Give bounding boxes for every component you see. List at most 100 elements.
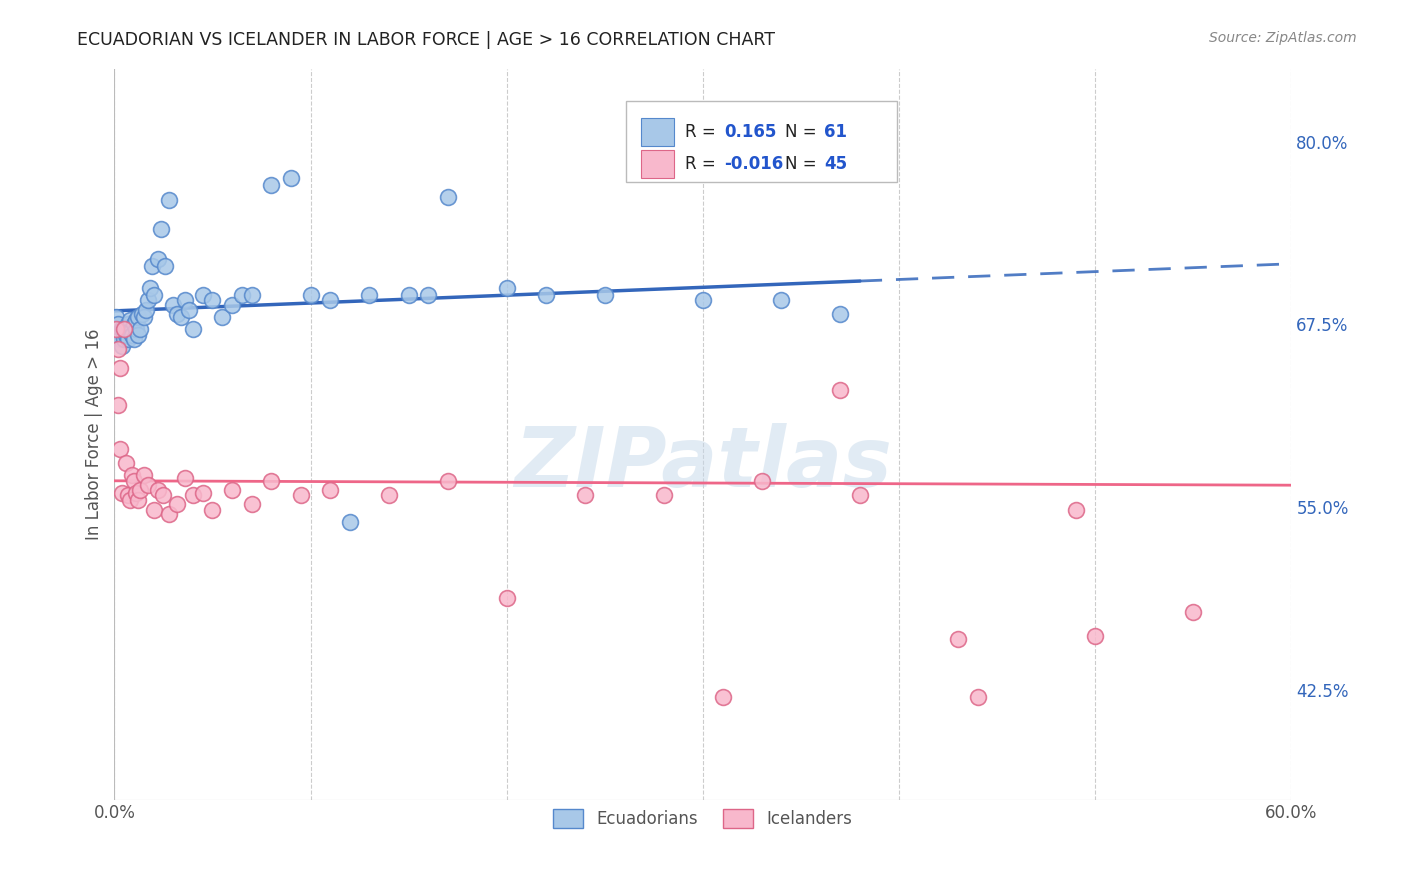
Point	[120, 313, 142, 327]
Point	[359, 288, 381, 302]
Point	[110, 442, 132, 456]
Point	[652, 488, 675, 502]
Point	[125, 322, 148, 336]
Point	[112, 322, 135, 336]
Point	[120, 492, 142, 507]
Point	[240, 288, 263, 302]
Point	[240, 497, 263, 511]
Point	[966, 690, 988, 705]
Y-axis label: In Labor Force | Age > 16: In Labor Force | Age > 16	[86, 328, 103, 540]
Point	[437, 190, 460, 204]
Point	[111, 322, 134, 336]
Point	[211, 310, 233, 324]
Point	[117, 332, 139, 346]
Point	[125, 485, 148, 500]
Point	[111, 485, 134, 500]
Point	[157, 193, 180, 207]
Point	[129, 322, 152, 336]
Point	[125, 313, 148, 327]
Point	[1064, 503, 1087, 517]
Point	[170, 310, 193, 324]
Point	[166, 307, 188, 321]
Point	[830, 307, 852, 321]
Point	[107, 343, 129, 357]
Point	[830, 383, 852, 397]
Point	[155, 259, 177, 273]
Point	[849, 488, 872, 502]
Bar	[641, 151, 673, 178]
Point	[105, 310, 128, 324]
Point	[191, 485, 214, 500]
Point	[751, 474, 773, 488]
Point	[121, 327, 143, 342]
Point	[132, 467, 155, 482]
Point	[534, 288, 557, 302]
Text: R =: R =	[685, 155, 721, 173]
Point	[221, 298, 243, 312]
Point	[122, 474, 145, 488]
Point	[107, 398, 129, 412]
Point	[398, 288, 420, 302]
Point	[110, 325, 132, 339]
Point	[174, 293, 197, 307]
Point	[1084, 629, 1107, 643]
Text: Source: ZipAtlas.com: Source: ZipAtlas.com	[1209, 31, 1357, 45]
Point	[120, 325, 142, 339]
Point	[142, 503, 165, 517]
Point	[946, 632, 969, 646]
Point	[129, 483, 152, 497]
Legend: Ecuadorians, Icelanders: Ecuadorians, Icelanders	[547, 803, 859, 835]
Point	[127, 310, 149, 324]
Point	[280, 171, 302, 186]
Point	[1182, 606, 1205, 620]
Point	[131, 307, 153, 321]
Point	[112, 325, 135, 339]
Point	[122, 332, 145, 346]
Point	[201, 293, 224, 307]
Point	[117, 318, 139, 332]
Point	[770, 293, 793, 307]
Point	[150, 222, 173, 236]
Text: R =: R =	[685, 123, 721, 141]
Point	[121, 322, 143, 336]
Point	[181, 488, 204, 502]
Text: N =: N =	[786, 123, 823, 141]
Point	[136, 293, 159, 307]
FancyBboxPatch shape	[627, 102, 897, 182]
Text: N =: N =	[786, 155, 823, 173]
Point	[127, 492, 149, 507]
Point	[319, 293, 342, 307]
Text: 0.165: 0.165	[724, 123, 776, 141]
Point	[290, 488, 312, 502]
Point	[111, 339, 134, 353]
Point	[107, 318, 129, 332]
Point	[112, 332, 135, 346]
Point	[378, 488, 401, 502]
Point	[122, 318, 145, 332]
Point	[152, 488, 174, 502]
Point	[711, 690, 734, 705]
Text: ZIPatlas: ZIPatlas	[515, 423, 891, 504]
Point	[135, 302, 157, 317]
Point	[181, 322, 204, 336]
Text: ECUADORIAN VS ICELANDER IN LABOR FORCE | AGE > 16 CORRELATION CHART: ECUADORIAN VS ICELANDER IN LABOR FORCE |…	[77, 31, 775, 49]
Point	[593, 288, 616, 302]
Point	[110, 361, 132, 376]
Point	[115, 456, 138, 470]
Text: 45: 45	[824, 155, 848, 173]
Point	[191, 288, 214, 302]
Point	[166, 497, 188, 511]
Point	[115, 327, 138, 342]
Point	[127, 327, 149, 342]
Point	[418, 288, 440, 302]
Point	[221, 483, 243, 497]
Point	[495, 281, 517, 295]
Point	[319, 483, 342, 497]
Point	[495, 591, 517, 605]
Point	[260, 178, 283, 193]
Point	[132, 310, 155, 324]
Point	[574, 488, 596, 502]
Point	[177, 302, 200, 317]
Point	[201, 503, 224, 517]
Point	[299, 288, 322, 302]
